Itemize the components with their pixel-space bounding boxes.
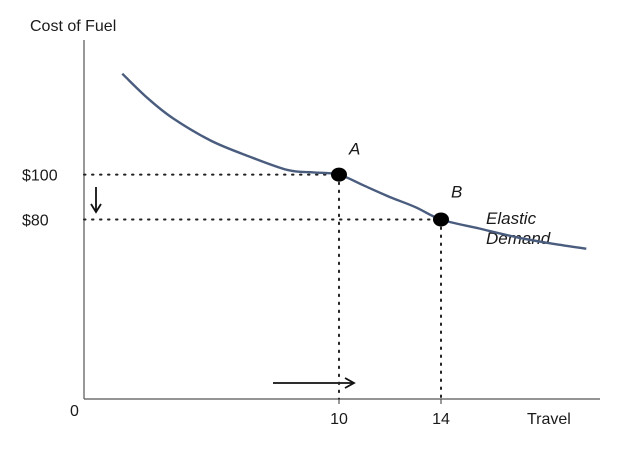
x-axis-label: Travel <box>527 411 571 428</box>
price-drop-arrow <box>90 187 102 214</box>
point-a <box>331 167 347 182</box>
curve-label-line-1: Elastic <box>486 209 537 228</box>
demand-curve <box>121 72 587 250</box>
origin-label: 0 <box>70 403 79 420</box>
point-label-b: B <box>451 183 462 202</box>
x-tick-label: 14 <box>432 411 450 428</box>
point-b <box>433 212 449 227</box>
x-tick-label: 10 <box>330 411 348 428</box>
chart-marks: A B $100 $80 10 14 <box>22 72 587 428</box>
point-label-a: A <box>348 140 360 159</box>
y-axis-label: Cost of Fuel <box>30 18 116 35</box>
travel-increase-arrow <box>273 377 356 389</box>
y-tick-label: $80 <box>22 213 49 230</box>
y-tick-label: $100 <box>22 168 58 185</box>
